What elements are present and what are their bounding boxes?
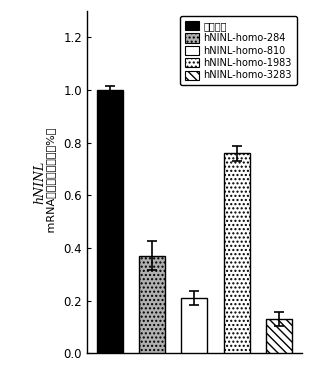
Legend: 阴性对照, hNINL-homo-284, hNINL-homo-810, hNINL-homo-1983, hNINL-homo-3283: 阴性对照, hNINL-homo-284, hNINL-homo-810, hN… — [180, 16, 297, 85]
Bar — [266, 319, 292, 353]
Text: hNINL: hNINL — [33, 160, 46, 204]
Bar — [181, 298, 207, 353]
Bar — [224, 153, 250, 353]
Text: mRNA水平（占阴性对照%）: mRNA水平（占阴性对照%） — [46, 128, 56, 236]
Bar — [97, 90, 123, 353]
Bar — [139, 256, 165, 353]
